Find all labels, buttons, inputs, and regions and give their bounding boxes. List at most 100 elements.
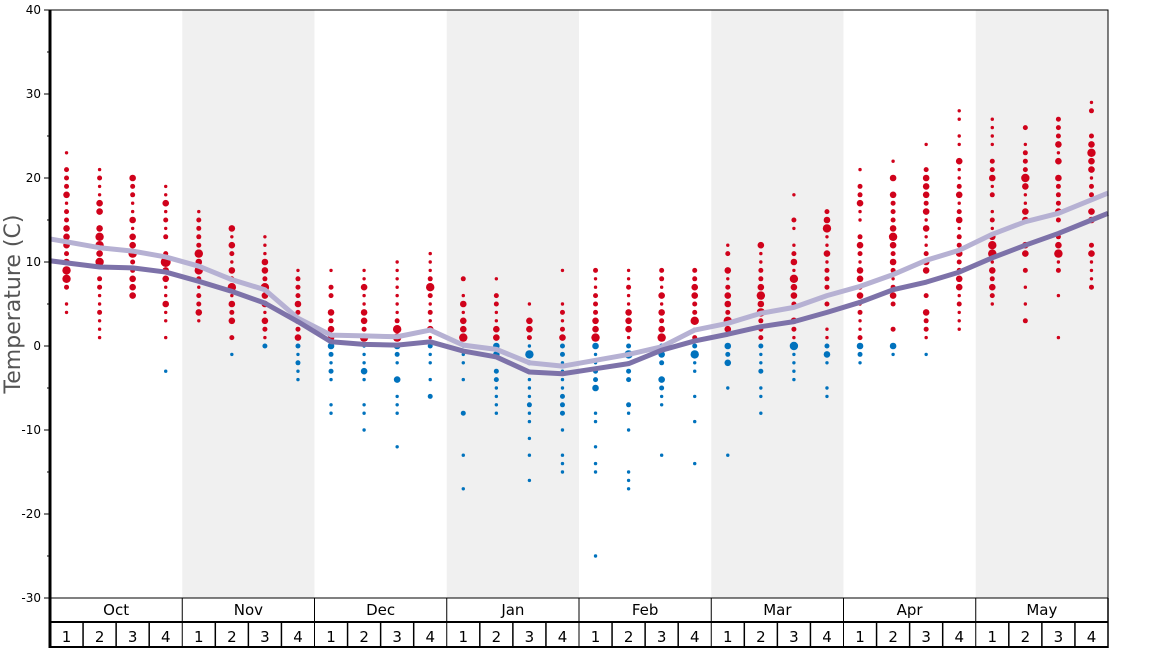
data-point <box>527 419 532 424</box>
data-point <box>890 326 896 332</box>
data-point <box>62 274 71 283</box>
month-label-dec: Dec <box>366 601 395 619</box>
data-point <box>362 377 366 382</box>
data-point <box>922 309 930 316</box>
month-band-jan <box>446 10 579 598</box>
data-point <box>658 325 665 333</box>
data-point <box>957 319 961 323</box>
data-point <box>1021 173 1030 183</box>
data-point <box>889 225 897 232</box>
data-point <box>328 368 334 374</box>
data-point <box>989 167 995 173</box>
data-point <box>97 276 103 282</box>
data-point <box>162 275 170 283</box>
data-point <box>494 411 499 415</box>
data-point <box>526 317 533 325</box>
week-label: 1 <box>855 628 865 646</box>
data-point <box>592 384 599 392</box>
data-point <box>825 394 829 399</box>
data-point <box>560 461 565 466</box>
data-point <box>461 310 465 315</box>
data-point <box>955 216 963 224</box>
data-point <box>162 300 170 308</box>
data-point <box>327 309 335 316</box>
data-point <box>196 242 202 248</box>
data-point <box>924 243 928 247</box>
week-label: 3 <box>657 628 667 646</box>
data-point <box>64 302 69 306</box>
data-point <box>691 292 699 299</box>
data-point <box>889 174 897 182</box>
data-point <box>626 302 631 306</box>
data-point <box>726 243 730 247</box>
data-point <box>459 317 467 325</box>
y-tick-label: -30 <box>21 591 41 605</box>
data-point <box>228 225 236 232</box>
data-point <box>1022 167 1028 173</box>
data-point <box>263 335 267 340</box>
week-label: 1 <box>988 628 998 646</box>
data-point <box>758 335 764 341</box>
average-lines <box>49 190 1109 377</box>
data-point <box>857 309 863 315</box>
data-point <box>757 241 765 249</box>
data-point <box>64 183 70 189</box>
data-point <box>1088 141 1095 148</box>
data-point <box>891 159 895 163</box>
data-point <box>493 301 499 307</box>
data-point <box>924 142 928 147</box>
data-point <box>957 117 961 121</box>
data-point <box>164 209 168 214</box>
data-point <box>460 276 466 282</box>
data-point <box>559 393 565 399</box>
data-point <box>1088 166 1095 173</box>
data-point <box>789 341 799 351</box>
data-point <box>593 301 599 307</box>
data-point <box>1023 285 1028 289</box>
data-point <box>1022 267 1028 273</box>
data-point <box>1056 335 1061 340</box>
data-point <box>626 402 632 408</box>
data-point <box>858 327 862 331</box>
data-point <box>759 260 763 264</box>
data-point <box>64 201 69 205</box>
data-point <box>329 403 333 407</box>
week-label: 3 <box>392 628 402 646</box>
data-point <box>428 251 432 256</box>
data-point <box>1055 141 1062 148</box>
data-point <box>130 192 136 198</box>
data-point <box>428 302 432 306</box>
data-point <box>1054 249 1063 258</box>
data-point <box>825 235 829 239</box>
data-point <box>693 461 697 466</box>
data-point <box>1088 157 1095 165</box>
data-point <box>1087 148 1096 157</box>
data-point <box>97 319 102 323</box>
month-band-nov <box>182 10 315 598</box>
data-point <box>328 293 334 299</box>
data-point <box>856 267 864 274</box>
data-point <box>957 226 961 231</box>
data-point <box>560 302 565 306</box>
data-point <box>890 209 896 215</box>
data-point <box>759 411 763 415</box>
week-label: 2 <box>227 628 237 646</box>
data-point <box>196 301 202 307</box>
data-point <box>97 284 103 290</box>
month-shading <box>182 10 1108 598</box>
data-point <box>922 267 930 274</box>
data-point <box>890 301 896 307</box>
data-point <box>493 368 499 374</box>
data-point <box>593 377 599 383</box>
data-point <box>392 325 402 334</box>
data-point <box>560 319 565 323</box>
data-point <box>759 386 763 390</box>
data-point <box>1023 302 1028 306</box>
data-point <box>990 260 994 264</box>
data-point <box>659 267 665 273</box>
data-point <box>1055 200 1061 206</box>
data-point <box>196 234 202 240</box>
data-point <box>824 276 830 282</box>
data-point <box>923 200 929 206</box>
data-point <box>724 359 732 367</box>
